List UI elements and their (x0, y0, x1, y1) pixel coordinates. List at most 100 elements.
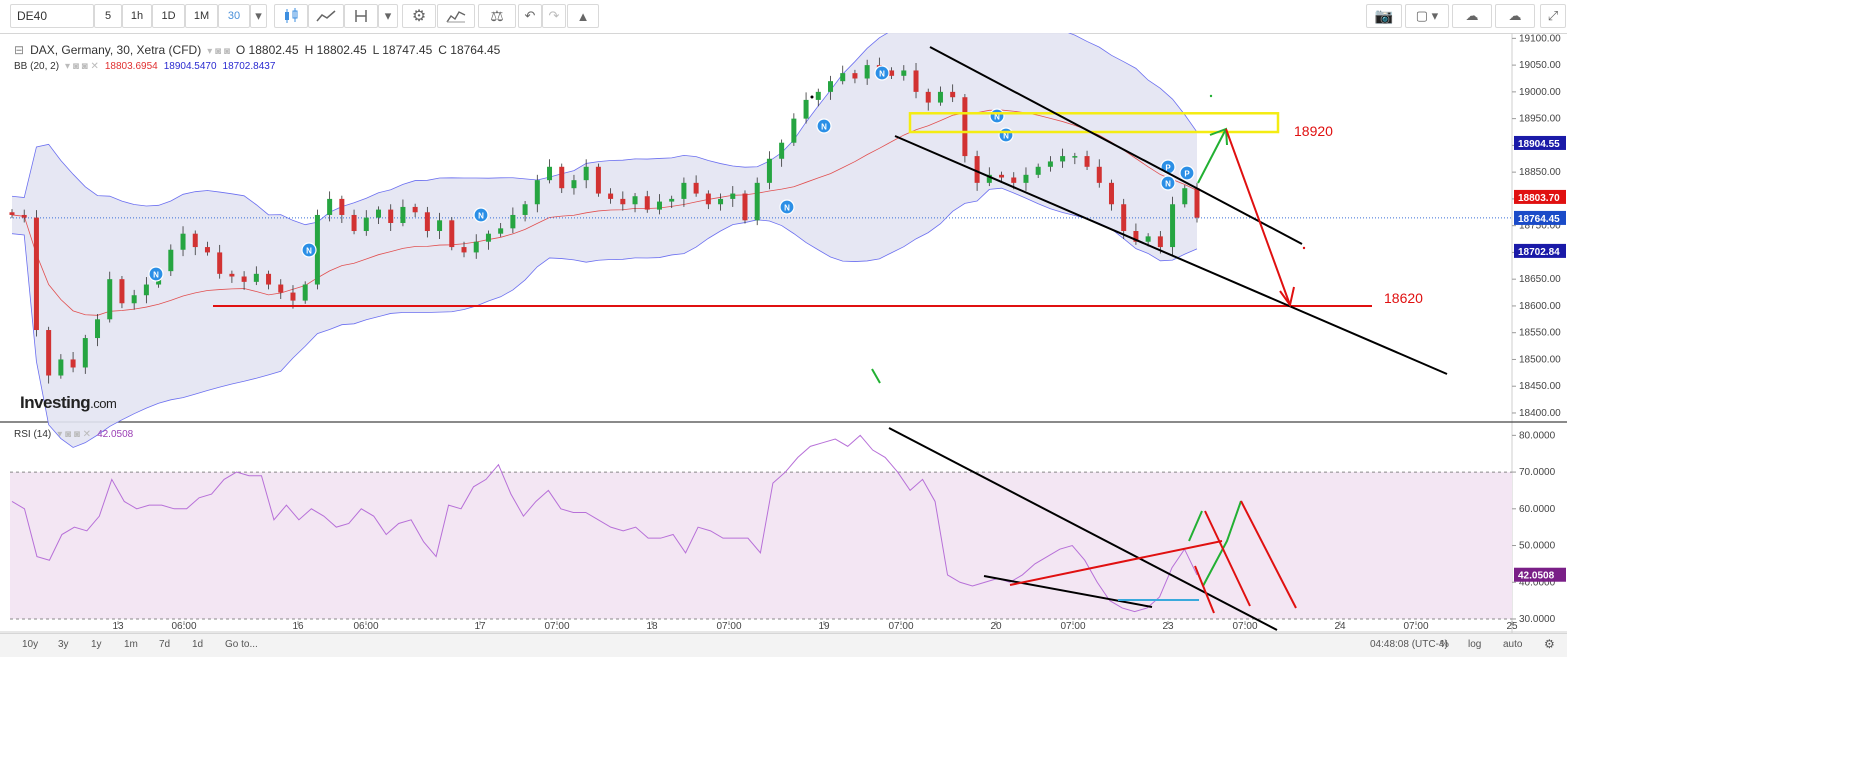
cloud-save-button[interactable]: ☁ (1495, 4, 1535, 28)
redo-button[interactable]: ↷ (542, 4, 566, 28)
price-label-text: 18702.84 (1518, 247, 1560, 258)
annotation-18620: 18620 (1384, 290, 1423, 306)
rsi-green-path (1202, 500, 1242, 587)
rsi-legend: RSI (14) ▾ ◙ ◙ ✕ 42.0508 (14, 429, 139, 440)
green-mark (871, 368, 881, 384)
rsi-red-down-3 (1194, 565, 1215, 614)
interval-dropdown[interactable]: ▾ (250, 4, 267, 28)
candle-up (485, 233, 491, 242)
candle-up (498, 228, 504, 234)
time-tick-label: 16 (292, 621, 304, 632)
interval-1m-button[interactable]: 1M (185, 4, 218, 28)
candle-up (82, 338, 88, 368)
time-tick-label: 25 (1506, 621, 1518, 632)
dot-mark (810, 95, 814, 99)
rsi-red-trend (1009, 540, 1223, 586)
channel-lower-line (894, 135, 1448, 375)
candle-up (95, 319, 101, 339)
layout-button[interactable]: ▢ ▾ (1405, 4, 1449, 28)
candle-up (1023, 174, 1029, 183)
screenshot-button[interactable]: 📷 (1366, 4, 1402, 28)
percent-toggle[interactable]: % (1440, 639, 1449, 650)
auto-toggle[interactable]: auto (1503, 639, 1523, 650)
candle-up (522, 204, 528, 215)
news-marker-icon (301, 242, 317, 258)
indicators-button[interactable] (437, 4, 475, 28)
time-tick-label: 07:00 (1232, 621, 1257, 632)
range-7d[interactable]: 7d (159, 639, 171, 650)
red-arrow (1225, 128, 1291, 306)
candle-down (204, 247, 210, 253)
compare-button[interactable]: ⚖ (478, 4, 516, 28)
interval-30-button[interactable]: 30 (218, 4, 250, 28)
fullscreen-button[interactable]: ⤢ (1540, 4, 1566, 28)
range-3y[interactable]: 3y (58, 639, 69, 650)
low-value: L 18747.45 (372, 43, 433, 57)
news-marker-icon (779, 199, 795, 215)
bb-settings-icons[interactable]: ▾ ◙ ◙ ✕ (65, 61, 99, 72)
news-marker-icon (1179, 165, 1195, 181)
candle-up (180, 233, 186, 250)
candle-up (681, 182, 687, 199)
candle-up (1072, 156, 1078, 158)
candle-up (1060, 156, 1066, 162)
range-1d[interactable]: 1d (192, 639, 204, 650)
time-tick-label: 24 (1334, 621, 1346, 632)
candle-down (742, 193, 748, 221)
investing-logo: Investing.com (20, 393, 117, 413)
settings-button[interactable]: ⚙ (402, 4, 436, 28)
news-marker-letter: N (153, 271, 159, 280)
time-tick-label: 06:00 (353, 621, 378, 632)
draw-tools-dropdown[interactable]: ▾ (378, 4, 398, 28)
time-tick-label: 07:00 (716, 621, 741, 632)
legend-settings-icons[interactable]: ▾ ◙ ◙ (207, 46, 230, 57)
candle-down (46, 330, 52, 376)
interval-1h-button[interactable]: 1h (122, 4, 152, 28)
news-marker-icon (816, 118, 832, 134)
candle-up (1145, 236, 1151, 242)
candle-down (1133, 231, 1139, 242)
collapse-icon[interactable]: ⊟ (14, 43, 25, 57)
range-1m[interactable]: 1m (124, 639, 138, 650)
red-arrow-head (1279, 286, 1295, 308)
candles-button[interactable] (274, 4, 308, 28)
undo-button[interactable]: ↶ (518, 4, 542, 28)
green-arrow (1197, 128, 1227, 184)
price-tick-label: 19050.00 (1519, 60, 1561, 71)
alert-button[interactable]: ▲ (567, 4, 599, 28)
rsi-settings-icons[interactable]: ▾ ◙ ◙ ✕ (57, 429, 92, 440)
gear-icon[interactable]: ⚙ (1544, 637, 1555, 651)
news-marker-letter: N (821, 123, 827, 132)
price-chart[interactable]: 19100.0019050.0019000.0018950.0018900.00… (0, 33, 1567, 633)
rsi-tick-label: 70.0000 (1519, 467, 1556, 478)
rsi-band-fill (10, 472, 1512, 619)
candle-down (388, 209, 394, 223)
goto-link[interactable]: Go to... (225, 639, 258, 650)
toolbar: DE40 5 1h 1D 1M 30 ▾ ▾ ⚙ ⚖ ↶ ↷ ▲ 📷 ▢ ▾ ☁… (0, 0, 1567, 34)
interval-5-button[interactable]: 5 (94, 4, 122, 28)
bb-lower-value: 18702.8437 (222, 61, 276, 72)
draw-tools-button[interactable] (344, 4, 378, 28)
symbol-input[interactable]: DE40 (10, 4, 94, 28)
news-marker-letter: P (1184, 170, 1190, 179)
price-tick-label: 18450.00 (1519, 381, 1561, 392)
range-10y[interactable]: 10y (22, 639, 39, 650)
price-tick-label: 19100.00 (1519, 33, 1561, 44)
price-tick-label: 18750.00 (1519, 221, 1561, 232)
price-label-box (1514, 243, 1566, 258)
time-tick-label: 07:00 (1060, 621, 1085, 632)
line-chart-button[interactable] (308, 4, 344, 28)
cloud-load-button[interactable]: ☁ (1452, 4, 1492, 28)
candle-down (192, 233, 198, 248)
main-legend: ⊟ DAX, Germany, 30, Xetra (CFD) ▾ ◙ ◙ O 188… (14, 43, 506, 57)
interval-1d-button[interactable]: 1D (152, 4, 185, 28)
candle-down (962, 97, 968, 157)
range-1y[interactable]: 1y (91, 639, 102, 650)
news-marker-icon (874, 65, 890, 81)
candle-up (375, 209, 381, 218)
log-toggle[interactable]: log (1468, 639, 1482, 650)
time-tick-label: 18 (646, 621, 658, 632)
dot-mark (1209, 94, 1213, 98)
bb-middle-value: 18803.6954 (104, 61, 158, 72)
chevron-down-icon: ▾ (384, 8, 392, 23)
